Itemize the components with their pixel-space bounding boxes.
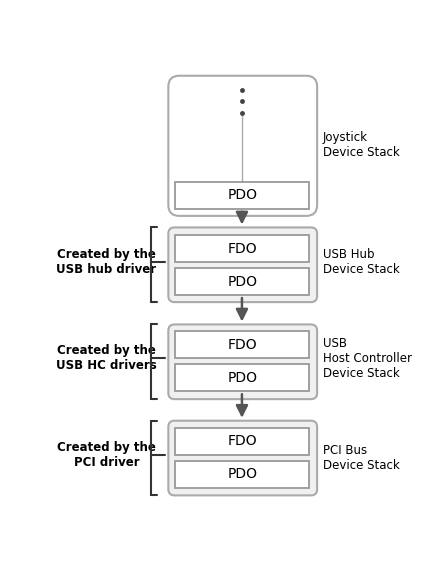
- Text: FDO: FDO: [227, 434, 257, 448]
- Bar: [175, 331, 309, 358]
- FancyBboxPatch shape: [168, 76, 317, 216]
- Bar: [175, 235, 309, 262]
- Text: PDO: PDO: [227, 467, 257, 481]
- Bar: [175, 461, 309, 488]
- Bar: [175, 268, 309, 295]
- Text: Created by the
PCI driver: Created by the PCI driver: [57, 441, 156, 468]
- Bar: [175, 182, 309, 209]
- Text: PDO: PDO: [227, 371, 257, 385]
- FancyBboxPatch shape: [168, 421, 317, 496]
- Text: Created by the
USB hub driver: Created by the USB hub driver: [56, 248, 157, 276]
- Text: Created by the
USB HC drivers: Created by the USB HC drivers: [56, 344, 157, 373]
- Text: FDO: FDO: [227, 242, 257, 256]
- FancyBboxPatch shape: [168, 227, 317, 302]
- Text: PDO: PDO: [227, 275, 257, 289]
- Bar: [175, 428, 309, 455]
- Text: PCI Bus
Device Stack: PCI Bus Device Stack: [323, 445, 399, 472]
- Text: USB
Host Controller
Device Stack: USB Host Controller Device Stack: [323, 337, 411, 380]
- Text: USB Hub
Device Stack: USB Hub Device Stack: [323, 248, 399, 276]
- Text: PDO: PDO: [227, 188, 257, 202]
- Bar: [175, 365, 309, 391]
- FancyBboxPatch shape: [168, 324, 317, 399]
- Text: Joystick
Device Stack: Joystick Device Stack: [323, 131, 399, 159]
- Text: FDO: FDO: [227, 338, 257, 352]
